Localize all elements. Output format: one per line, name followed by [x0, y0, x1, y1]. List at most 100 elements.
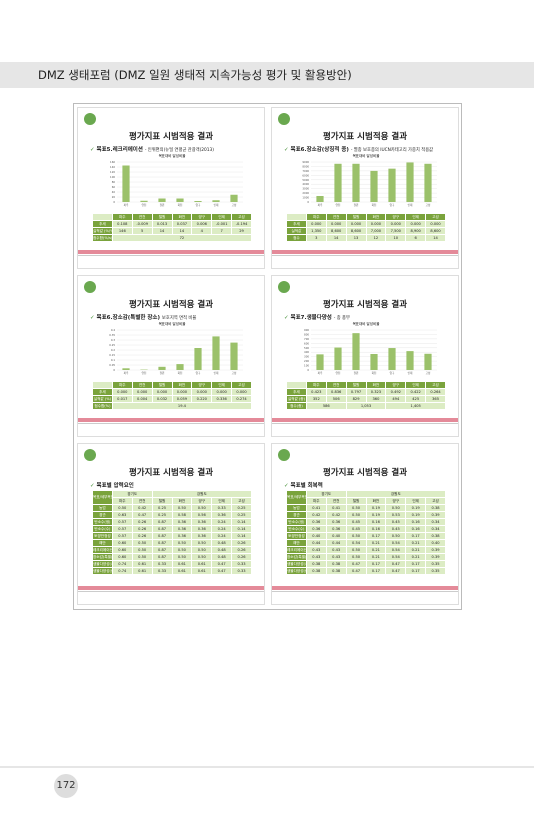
table-cell: -0.009 — [131, 220, 153, 228]
row-label: 추세 — [286, 220, 307, 228]
table-cell: 0.50 — [191, 539, 213, 547]
table-cell: 0.836 — [325, 388, 347, 396]
table-row: 점수합(%) 19.4 — [92, 402, 253, 410]
bar — [370, 354, 378, 370]
table-cell: 0.037 — [171, 220, 193, 228]
table-cell: 0.38 — [425, 504, 446, 512]
subtitle-line: ✓ 목표5.레크리에이션 - 인위편의(뉴딜 연평균 관광객(2013) — [90, 145, 214, 153]
x-tick-label: 연천 — [336, 371, 341, 375]
table-cell: 0.48 — [211, 553, 233, 561]
y-tick-label: 60 — [112, 185, 116, 189]
x-tick-label: 철원 — [354, 371, 359, 375]
table-row: 생물다양성(종)0.380.380.470.170.470.170.35 — [286, 567, 446, 575]
bar — [122, 165, 130, 202]
subtitle: 목표6.장소감(특별한 장소) — [96, 315, 160, 321]
table-cell: 0.50 — [385, 532, 407, 540]
y-tick-label: 900 — [304, 328, 309, 332]
table-cell: 0.264 — [425, 388, 446, 396]
table-cell: 0.57 — [111, 518, 133, 526]
subtitle: 목표5.레크리에이션 — [96, 147, 143, 153]
table-cell: 0.36 — [191, 532, 213, 540]
table-cell: 425 — [405, 395, 427, 403]
row-label: 경관 — [92, 511, 113, 519]
bar — [424, 163, 432, 202]
column-header: 고성 — [231, 497, 252, 505]
slide: 평가지표 시범적용 결과 ✓ 목표별 회복력 목표/세부목표 경기도 강원도 파주 연천 철원… — [271, 443, 459, 605]
table-cell: 0.25 — [231, 504, 252, 512]
y-tick-label: 40 — [112, 190, 116, 194]
slide-title: 평가지표 시범적용 결과 — [322, 132, 408, 142]
table-cell: 0.17 — [405, 567, 427, 575]
table-cell: 0.33 — [231, 560, 252, 568]
subtitle: 목표별 압력요인 — [96, 483, 134, 489]
table-cell: 0.38 — [425, 532, 446, 540]
row-label: 탄소수(생) — [286, 518, 307, 526]
table-cell: 0.26 — [231, 553, 252, 561]
table-row: 경관 0.42 0.42 0.50 0.19 0.53 0.19 0.39 — [286, 511, 446, 519]
row-label: 레크리에이션 — [92, 546, 113, 554]
table-cell: 0.000 — [365, 220, 387, 228]
x-tick-label: 연천 — [142, 203, 147, 207]
table-cell: 829 — [345, 395, 367, 403]
table-cell: 0.000 — [171, 388, 193, 396]
table-cell: 14 — [425, 234, 446, 242]
table-row: 실적값 (%) 0.017 0.004 0.032 0.059 0.220 0.336 0.2… — [92, 395, 252, 403]
chart-title: 목표대비 달성비율 — [159, 321, 187, 326]
table-row: 추세 0.000 0.000 0.000 0.000 0.000 0.000 0.000 — [286, 220, 446, 228]
table-cell: 0.42 — [325, 511, 347, 519]
table-cell: 0.44 — [325, 539, 347, 547]
table-row: 경관 0.63 0.47 0.25 0.58 0.56 0.36 0.25 — [92, 511, 252, 519]
bar-chart: 목표대비 달성비율 00.050.10.150.20.250.30.350.4 파주… — [109, 321, 243, 375]
row-label: 생물다양성(서식) — [286, 560, 307, 568]
table-row: 추세 0.423 0.836 0.797 0.323 0.492 0.422 0.264 — [286, 388, 446, 396]
table-cell: 0.16 — [365, 518, 387, 526]
table-cell: 0.26 — [131, 518, 153, 526]
table-cell: 0.21 — [405, 546, 427, 554]
row-label: 농업 — [286, 504, 307, 512]
table-cell: 0.36 — [171, 525, 193, 533]
bar — [316, 354, 324, 370]
column-header: 화천 — [171, 213, 193, 221]
y-tick-label: 300 — [304, 355, 309, 359]
table-cell: 0.53 — [385, 511, 407, 519]
table-cell: 0.61 — [131, 567, 153, 575]
x-tick-label: 양구 — [196, 203, 201, 207]
table-cell: 0.19 — [405, 511, 427, 519]
x-tick-label: 양구 — [196, 371, 201, 375]
table-cell: 586 — [305, 402, 347, 410]
bar — [424, 353, 432, 370]
row-label: 탄소수(수) — [286, 525, 307, 533]
slide: 평가지표 시범적용 결과 ✓ 목표6.장소감(상징적 종) - 멸종 보호종의 I… — [271, 107, 459, 269]
bar — [352, 333, 360, 370]
table-cell: 0.492 — [385, 388, 407, 396]
logo — [278, 449, 290, 461]
check-icon: ✓ — [90, 483, 97, 489]
accent-rule — [78, 423, 264, 424]
table-row: 토양안정성 0.40 0.40 0.50 0.17 0.50 0.17 0.38 — [286, 532, 446, 540]
subtitle-note: - 인위편의(뉴딜 연평균 관광객(2013) — [144, 148, 214, 153]
table-cell: 0.000 — [131, 388, 153, 396]
table-cell: 14 — [151, 227, 173, 235]
x-tick-label: 고성 — [426, 371, 431, 375]
table-cell: 1,350 — [305, 227, 327, 235]
row-label: 탄소수(수) — [92, 525, 113, 533]
bar — [316, 196, 324, 202]
x-tick-label: 화천 — [372, 371, 377, 375]
table-row: 장소감(특별) 0.43 0.43 0.50 0.21 0.54 0.21 0.39 — [286, 553, 446, 561]
table-row: 토양안정성 0.57 0.26 0.87 0.36 0.36 0.24 0.14 — [92, 532, 252, 540]
column-header: 연천 — [325, 213, 347, 221]
table-body: 파주 연천 철원 화천 양구 인제 고성 추세 0.000 0.000 0.000 0.000 0.00… — [92, 381, 253, 410]
bar — [212, 336, 220, 370]
group-header: 강원도 — [151, 490, 253, 498]
table-cell: 0.36 — [191, 525, 213, 533]
column-header: 화천 — [171, 381, 193, 389]
header-row: 파주 연천 철원 화천 양구 인제 고성 — [92, 213, 252, 221]
y-tick-label: 2000 — [302, 191, 309, 195]
data-table: 파주 연천 철원 화천 양구 인제 고성 추세 0.000 0.000 0.000 0.000 0.00… — [92, 381, 253, 410]
accent-rule — [78, 255, 264, 256]
table-cell: 0.14 — [231, 518, 252, 526]
y-tick-label: 0.25 — [109, 343, 115, 347]
x-tick-label: 양구 — [390, 203, 395, 207]
subtitle-line: ✓ 목표별 회복력 — [284, 481, 323, 489]
table-row: 탄소수(생) 0.36 0.36 0.45 0.16 0.45 0.16 0.34 — [286, 518, 446, 526]
